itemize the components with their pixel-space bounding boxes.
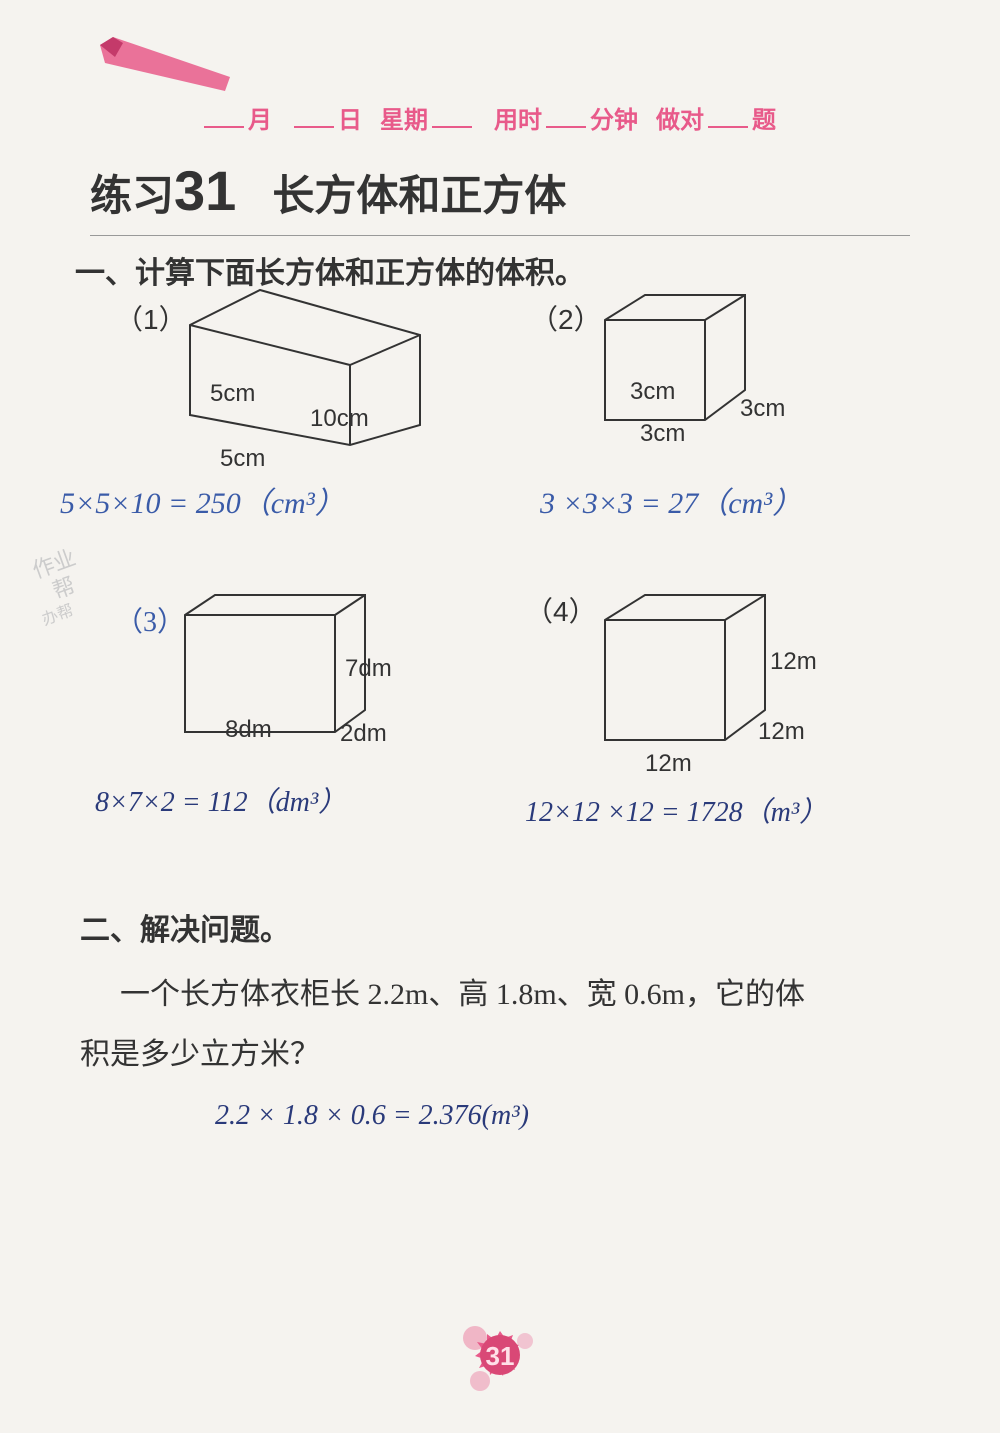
problem1-answer: 5×5×10 = 250（cm³） <box>60 478 345 522</box>
problem1-dim2: 10cm <box>310 405 369 433</box>
problem3-dim3: 2dm <box>340 720 387 748</box>
svg-text:31: 31 <box>486 1341 515 1371</box>
problem4-shape <box>590 590 780 750</box>
problem1-dim3: 5cm <box>220 445 265 473</box>
header-weekday: 星期 <box>380 108 428 134</box>
problem4-number: （4） <box>525 590 597 630</box>
problem2-dim2: 3cm <box>740 395 785 423</box>
header-month: 月 <box>248 108 272 134</box>
problem1-dim1: 5cm <box>210 380 255 408</box>
header-questions: 题 <box>752 108 776 134</box>
header-timeused: 用时 <box>494 108 542 134</box>
title-row: 练习31 长方体和正方体 <box>90 158 910 236</box>
problem2-answer: 3 ×3×3 = 27（cm³） <box>540 478 802 522</box>
problem2-dim3: 3cm <box>640 420 685 448</box>
problem4-dim1: 12m <box>770 648 817 676</box>
section2-answer: 2.2 × 1.8 × 0.6 = 2.376(m³) <box>215 1100 529 1132</box>
problem3-dim1: 7dm <box>345 655 392 683</box>
worksheet-page: 月 日 星期 用时分钟 做对题 练习31 长方体和正方体 一、计算下面长方体和正… <box>0 0 1000 1433</box>
problem1-shape <box>180 285 430 450</box>
title-text: 长方体和正方体 <box>272 162 566 223</box>
page-number-badge: 31 <box>455 1313 545 1403</box>
section2-heading: 二、解决问题。 <box>80 905 290 949</box>
problem4-dim3: 12m <box>645 750 692 778</box>
problem4-dim2: 12m <box>758 718 805 746</box>
problem3-answer: 8×7×2 = 112（dm³） <box>95 780 346 820</box>
problem1-number: （1） <box>115 298 187 338</box>
header-minutes: 分钟 <box>590 108 638 134</box>
word-problem-text: 一个长方体衣柜长 2.2m、高 1.8m、宽 0.6m，它的体 <box>120 965 930 1025</box>
header-tracking: 月 日 星期 用时 分钟 做对 题 <box>200 100 900 135</box>
pen-icon <box>95 35 235 95</box>
word-problem-text-2: 积是多少立方米？ <box>80 1025 890 1085</box>
header-day: 日 <box>338 108 362 134</box>
problem4-answer: 12×12 ×12 = 1728（m³） <box>525 790 827 830</box>
exercise-label: 练习31 <box>90 158 236 223</box>
problem3-dim2: 8dm <box>225 716 272 744</box>
problem2-dim1: 3cm <box>630 378 675 406</box>
header-correct: 做对 <box>656 108 704 134</box>
watermark: 作业 帮 办帮 <box>29 545 95 628</box>
